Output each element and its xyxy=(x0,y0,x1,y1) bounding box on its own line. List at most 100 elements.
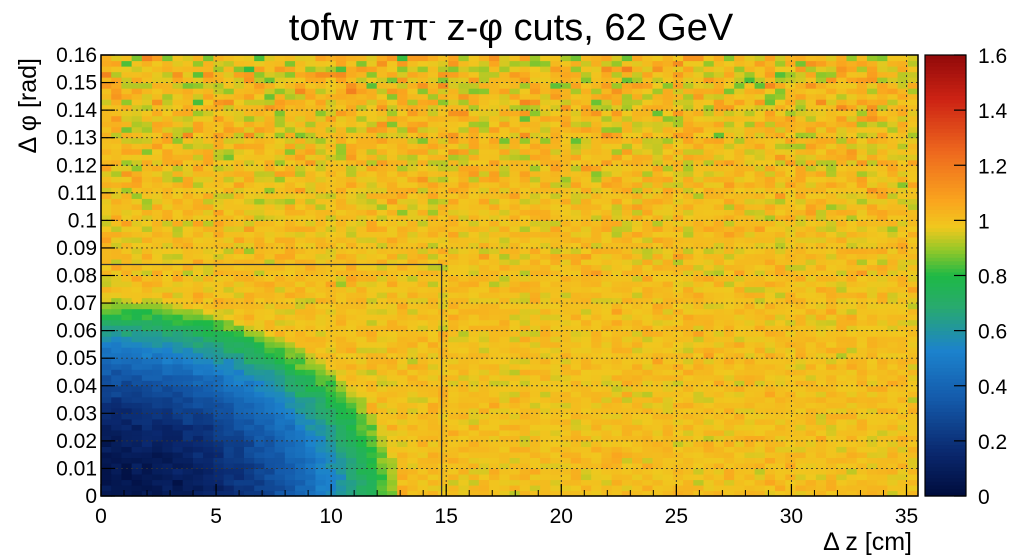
heatmap-cell xyxy=(560,176,572,183)
heatmap-cell xyxy=(744,264,756,271)
heatmap-cell xyxy=(325,369,337,376)
heatmap-cell xyxy=(601,258,613,266)
heatmap-cell xyxy=(887,385,899,392)
heatmap-cell xyxy=(162,264,174,271)
heatmap-cell xyxy=(101,341,112,348)
heatmap-cell xyxy=(448,303,460,310)
heatmap-cell xyxy=(744,391,756,398)
heatmap-cell xyxy=(295,490,306,497)
heatmap-cell xyxy=(744,451,756,459)
heatmap-cell xyxy=(775,380,786,387)
heatmap-cell xyxy=(417,369,429,376)
heatmap-cell xyxy=(468,402,480,409)
heatmap-cell xyxy=(152,330,163,337)
heatmap-cell xyxy=(152,236,163,244)
heatmap-cell xyxy=(223,413,235,420)
heatmap-cell xyxy=(376,396,388,403)
heatmap-cell xyxy=(203,253,214,260)
heatmap-cell xyxy=(754,192,766,199)
heatmap-cell xyxy=(172,253,184,260)
heatmap-cell xyxy=(417,468,429,475)
heatmap-cell xyxy=(877,473,888,481)
heatmap-cell xyxy=(652,231,664,238)
heatmap-cell xyxy=(397,170,408,177)
heatmap-cell xyxy=(468,176,480,183)
heatmap-cell xyxy=(346,154,357,161)
heatmap-cell xyxy=(284,418,296,425)
heatmap-cell xyxy=(662,347,674,354)
heatmap-cell xyxy=(172,330,184,337)
heatmap-cell xyxy=(192,330,204,337)
heatmap-cell xyxy=(295,330,306,337)
heatmap-cell xyxy=(744,236,756,244)
heatmap-cell xyxy=(131,220,143,227)
heatmap-cell xyxy=(264,462,276,470)
heatmap-cell xyxy=(866,181,878,188)
heatmap-cell xyxy=(550,187,562,194)
heatmap-cell xyxy=(468,325,480,332)
heatmap-cell xyxy=(877,314,888,321)
heatmap-cell xyxy=(468,462,480,470)
heatmap-cell xyxy=(346,396,357,403)
heatmap-cell xyxy=(672,281,684,288)
heatmap-cell xyxy=(846,303,858,310)
heatmap-cell xyxy=(703,396,715,403)
heatmap-cell xyxy=(866,319,878,326)
heatmap-cell xyxy=(111,435,123,442)
heatmap-cell xyxy=(101,473,112,481)
heatmap-cell xyxy=(611,358,623,365)
heatmap-cell xyxy=(458,286,470,293)
heatmap-cell xyxy=(499,247,511,255)
heatmap-cell xyxy=(856,308,868,315)
heatmap-cell xyxy=(795,154,807,161)
heatmap-cell xyxy=(335,374,347,381)
heatmap-cell xyxy=(243,435,255,442)
heatmap-cell xyxy=(846,490,858,497)
heatmap-cell xyxy=(591,187,603,194)
heatmap-cell xyxy=(111,242,123,249)
heatmap-cell xyxy=(866,396,878,403)
heatmap-cell xyxy=(417,440,429,447)
heatmap-cell xyxy=(203,369,214,376)
heatmap-cell xyxy=(703,258,715,266)
heatmap-cell xyxy=(386,358,398,365)
heatmap-cell xyxy=(632,446,643,453)
heatmap-cell xyxy=(785,490,797,497)
heatmap-cell xyxy=(703,236,715,244)
heatmap-cell xyxy=(826,325,837,332)
heatmap-cell xyxy=(877,330,888,337)
heatmap-cell xyxy=(192,187,204,194)
heatmap-cell xyxy=(366,396,378,403)
heatmap-cell xyxy=(826,203,837,210)
heatmap-cell xyxy=(775,198,786,205)
heatmap-cell xyxy=(131,209,143,216)
heatmap-cell xyxy=(632,358,643,365)
heatmap-cell xyxy=(509,231,521,238)
heatmap-cell xyxy=(866,275,878,282)
heatmap-cell xyxy=(427,148,439,155)
heatmap-cell xyxy=(243,281,255,288)
heatmap-cell xyxy=(417,319,429,326)
heatmap-cell xyxy=(754,176,766,183)
heatmap-cell xyxy=(580,352,592,359)
heatmap-cell xyxy=(162,275,174,282)
heatmap-cell xyxy=(734,253,745,260)
heatmap-cell xyxy=(795,473,807,481)
heatmap-cell xyxy=(580,292,592,299)
heatmap-cell xyxy=(346,451,357,459)
heatmap-cell xyxy=(101,380,112,387)
heatmap-cell xyxy=(203,484,214,492)
heatmap-cell xyxy=(723,269,735,277)
heatmap-cell xyxy=(632,391,643,398)
heatmap-cell xyxy=(815,198,827,205)
heatmap-cell xyxy=(591,391,603,398)
heatmap-cell xyxy=(386,435,398,442)
heatmap-cell xyxy=(162,380,174,387)
heatmap-cell xyxy=(826,396,837,403)
heatmap-cell xyxy=(856,286,868,293)
heatmap-cell xyxy=(468,231,480,238)
heatmap-cell xyxy=(284,451,296,459)
heatmap-cell xyxy=(192,275,204,282)
heatmap-cell xyxy=(111,363,123,370)
heatmap-cell xyxy=(295,192,306,199)
